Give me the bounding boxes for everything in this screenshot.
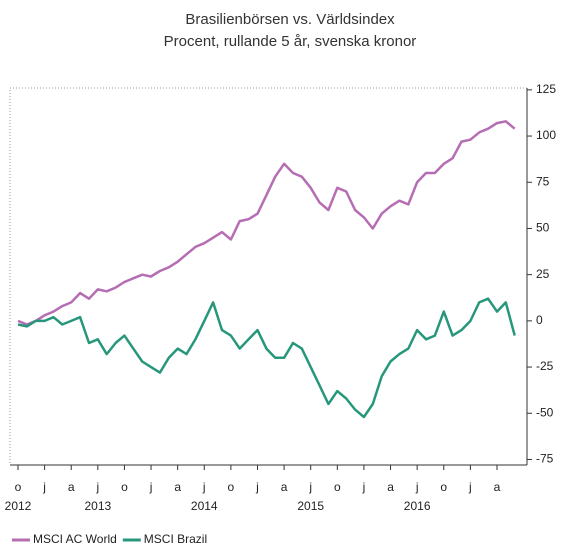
x-tick-label: j [415,480,419,494]
x-tick-label: a [387,480,394,494]
x-tick-label: j [149,480,153,494]
x-year-label: 2016 [404,499,431,513]
x-tick-label: j [42,480,46,494]
x-tick-label: o [440,480,447,494]
x-year-label: 2015 [297,499,324,513]
x-tick-label: a [174,480,181,494]
y-tick-label: 25 [536,267,550,281]
x-tick-label: j [202,480,206,494]
x-tick-label: j [468,480,472,494]
y-tick-label: -50 [536,405,554,419]
x-tick-label: j [255,480,259,494]
x-tick-label: a [494,480,501,494]
x-year-label: 2013 [84,499,111,513]
chart-subtitle: Procent, rullande 5 år, svenska kronor [164,33,417,50]
x-tick-label: a [281,480,288,494]
y-tick-label: 50 [536,221,550,235]
line-series [17,120,516,326]
x-tick-label: a [68,480,75,494]
y-tick-label: 100 [536,128,556,142]
x-year-label: 2012 [5,499,32,513]
x-tick-label: j [362,480,366,494]
x-year-label: 2014 [191,499,218,513]
chart-title: Brasilienbörsen vs. Världsindex [185,11,395,28]
x-tick-label: o [121,480,128,494]
legend-label: MSCI Brazil [144,532,207,546]
y-tick-label: -75 [536,452,554,466]
y-tick-label: 125 [536,82,556,96]
line-series [17,297,516,419]
legend-label: MSCI AC World [33,532,117,546]
plot-frame [9,87,528,466]
y-tick-label: 0 [536,313,543,327]
x-tick-label: j [95,480,99,494]
x-tick-label: o [334,480,341,494]
y-tick-label: 75 [536,174,550,188]
x-tick-label: o [228,480,235,494]
x-tick-label: j [308,480,312,494]
y-tick-label: -25 [536,359,554,373]
x-tick-label: o [15,480,22,494]
